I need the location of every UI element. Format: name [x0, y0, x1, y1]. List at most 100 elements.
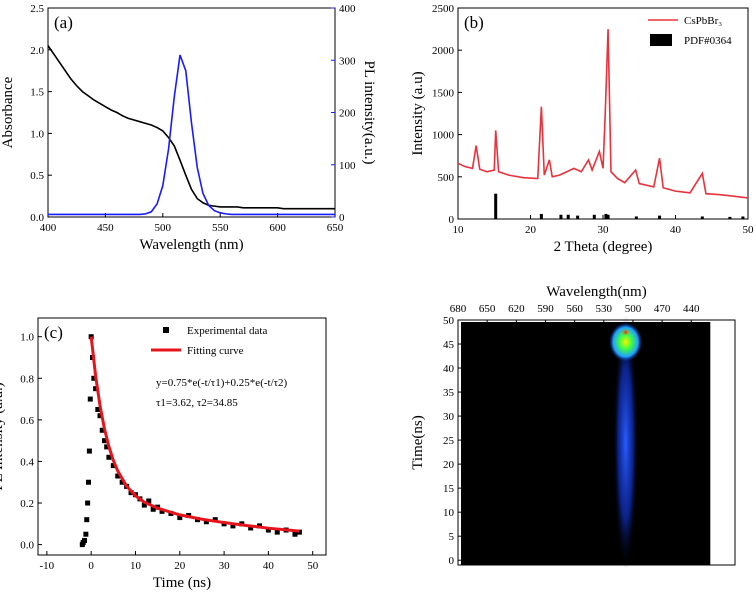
point	[93, 386, 99, 392]
x-tick-label: 20	[525, 224, 537, 236]
y-axis-label: PL Intensity (a.u.)	[0, 382, 6, 491]
point	[104, 444, 110, 450]
y-tick-label: 0	[449, 214, 455, 226]
bar	[741, 216, 745, 219]
x-tick-label: 650	[327, 222, 344, 234]
point	[87, 396, 93, 402]
streak-peak	[621, 328, 630, 336]
y-tick-label: 50	[443, 315, 455, 327]
x-tick-label: -10	[40, 560, 55, 572]
legend-label: PDF#0364	[684, 35, 732, 47]
x-tick-label: 590	[537, 303, 554, 315]
plot-frame	[37, 317, 327, 556]
streak-tail	[613, 315, 639, 570]
y-tick-label: 0.8	[20, 373, 34, 385]
x-tick-label: 500	[625, 303, 642, 315]
y-tick-label: 0.2	[20, 498, 34, 510]
point	[86, 448, 92, 454]
x-tick-label: 0	[88, 560, 94, 572]
y2-tick-label: 300	[339, 55, 356, 67]
y-tick-label: 5	[449, 531, 455, 543]
bar	[658, 215, 662, 219]
y-tick-label: 500	[438, 172, 455, 184]
x-tick-label: 530	[596, 303, 613, 315]
point	[296, 529, 302, 535]
point	[177, 515, 183, 521]
bar	[494, 193, 498, 219]
y-tick-label: 2500	[432, 3, 455, 15]
x-tick-label: 40	[263, 560, 275, 572]
y2-tick-label: 200	[339, 108, 356, 120]
data-line	[47, 45, 335, 210]
y-tick-label: 1.0	[20, 332, 34, 344]
legend-swatch	[163, 327, 169, 333]
x-tick-label: 10	[130, 560, 142, 572]
panel-label: (a)	[54, 13, 73, 32]
bar	[604, 213, 608, 219]
y2-tick-label: 0	[339, 212, 345, 224]
bar	[728, 216, 732, 219]
point	[91, 375, 97, 381]
data-line	[457, 29, 749, 199]
point	[274, 529, 280, 535]
y-tick-label: 1.5	[30, 87, 44, 99]
bar	[634, 216, 638, 219]
y-tick-label: 35	[443, 387, 455, 399]
data-line	[48, 54, 335, 216]
x-tick-label: 550	[212, 222, 229, 234]
point	[95, 406, 101, 412]
x-tick-label: 50	[307, 560, 319, 572]
x-axis-label: Wavelength (nm)	[139, 237, 243, 253]
x-tick-label: 20	[174, 560, 186, 572]
x-axis-label: Wavelength(nm)	[546, 284, 646, 300]
point	[146, 498, 152, 504]
bar	[576, 215, 580, 219]
x-axis-label: 2 Theta (degree)	[554, 239, 653, 255]
point	[97, 413, 103, 419]
x-tick-label: 30	[598, 224, 610, 236]
y-tick-label: 30	[443, 411, 455, 423]
point	[110, 463, 116, 469]
y-tick-label: 1000	[432, 130, 455, 142]
point	[86, 479, 92, 485]
point	[141, 502, 147, 508]
point	[83, 531, 89, 537]
streak-core	[608, 322, 643, 362]
x-tick-label: 450	[97, 222, 114, 234]
bar	[539, 213, 543, 219]
y-tick-label: 1.0	[30, 128, 44, 140]
point	[159, 508, 165, 514]
y-axis-label: Time(ns)	[410, 415, 426, 469]
y-tick-label: 2.5	[30, 3, 44, 15]
point	[82, 537, 88, 543]
x-tick-label: 10	[453, 224, 465, 236]
panel-label: (b)	[464, 13, 484, 32]
point	[99, 427, 105, 433]
y-tick-label: 1500	[432, 87, 455, 99]
x-tick-label: 500	[155, 222, 172, 234]
point	[203, 519, 209, 525]
y-tick-label: 0.0	[30, 212, 44, 224]
legend-label: CsPbBr₃	[684, 15, 722, 27]
point	[85, 500, 91, 506]
bar	[700, 216, 704, 219]
point	[119, 479, 125, 485]
point	[84, 517, 90, 523]
y-tick-label: 0.5	[30, 170, 44, 182]
x-tick-label: 50	[743, 224, 755, 236]
point	[115, 473, 121, 479]
y2-tick-label: 400	[339, 3, 356, 15]
y-tick-label: 40	[443, 363, 455, 375]
plot-frame	[47, 7, 336, 218]
annotation: τ1=3.62, τ2=34.85	[156, 397, 238, 409]
y-tick-label: 0.4	[20, 456, 34, 468]
bar	[566, 214, 570, 219]
y2-tick-label: 100	[339, 160, 356, 172]
y-tick-label: 15	[443, 483, 455, 495]
point	[101, 438, 107, 444]
legend-label: Fitting curve	[187, 345, 244, 357]
x-tick-label: 600	[269, 222, 286, 234]
bar	[606, 214, 610, 219]
y-tick-label: 0.6	[20, 415, 34, 427]
